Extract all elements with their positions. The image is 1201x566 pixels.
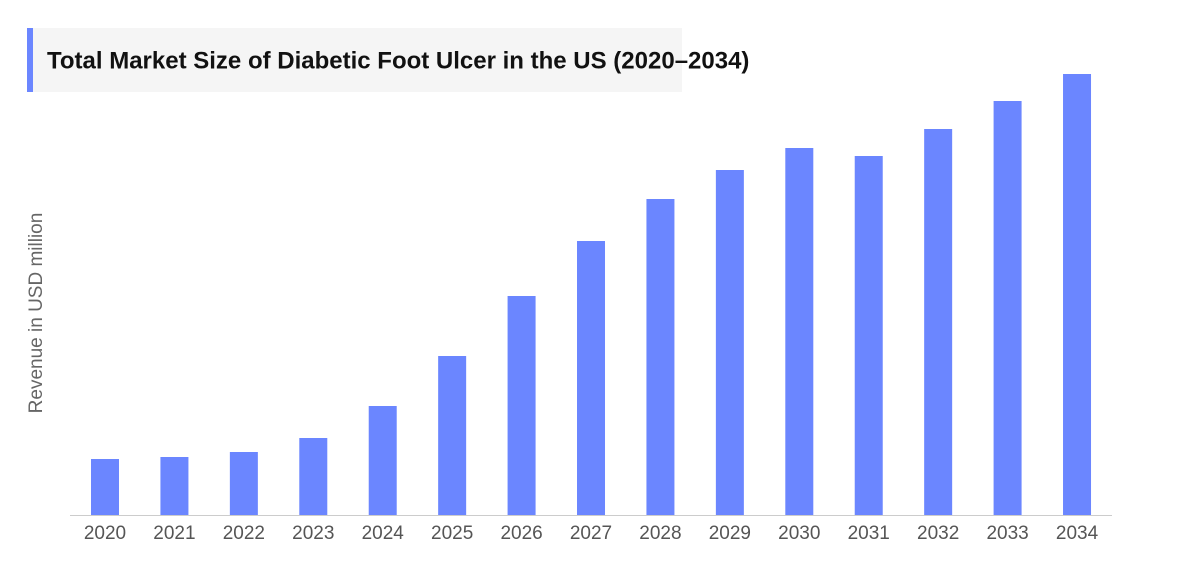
bar	[785, 148, 814, 515]
bar	[160, 457, 189, 515]
bar	[854, 156, 883, 515]
title-box	[27, 28, 682, 92]
x-tick-label: 2024	[362, 523, 405, 544]
x-tick-label: 2034	[1056, 523, 1099, 544]
bar	[507, 296, 536, 515]
bar	[993, 101, 1022, 515]
x-tick-label: 2028	[639, 523, 681, 544]
bar	[924, 129, 953, 515]
bar	[577, 241, 606, 515]
bar	[438, 356, 467, 515]
x-tick-label: 2025	[431, 523, 473, 544]
x-tick-label: 2021	[153, 523, 195, 544]
y-axis-label: Revenue in USD million	[26, 213, 47, 414]
x-tick-label: 2030	[778, 523, 820, 544]
x-tick-label: 2026	[500, 523, 542, 544]
x-tick-label: 2022	[223, 523, 265, 544]
x-tick-label: 2020	[84, 523, 126, 544]
bar	[299, 438, 328, 515]
bar	[91, 459, 119, 515]
x-tick-label: 2031	[848, 523, 890, 544]
x-tick-label: 2032	[917, 523, 959, 544]
bar	[715, 170, 744, 515]
x-tick-label: 2033	[986, 523, 1028, 544]
bar	[1063, 74, 1092, 515]
title-accent	[27, 28, 33, 92]
chart-title: Total Market Size of Diabetic Foot Ulcer…	[47, 47, 749, 74]
bar	[229, 452, 258, 515]
x-tick-label: 2027	[570, 523, 612, 544]
bar	[368, 406, 397, 515]
bar	[646, 199, 675, 515]
x-tick-label: 2029	[709, 523, 751, 544]
x-tick-label: 2023	[292, 523, 334, 544]
